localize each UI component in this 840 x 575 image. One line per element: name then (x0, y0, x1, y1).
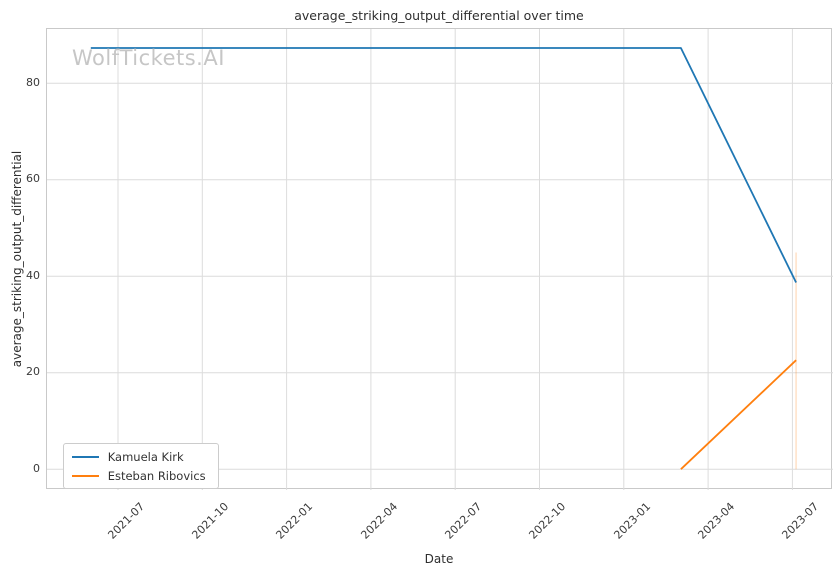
x-tick-label: 2021-10 (189, 500, 232, 542)
y-tick-label: 0 (33, 461, 40, 475)
plot-area: Kamuela Kirk Esteban Ribovics (45, 28, 833, 491)
series-line-kamuela-kirk (90, 47, 797, 284)
x-tick-label: 2022-01 (273, 500, 316, 542)
legend-label: Esteban Ribovics (107, 468, 206, 483)
y-tick-label: 80 (26, 75, 40, 89)
x-tick-label: 2023-04 (695, 500, 738, 542)
series-line-esteban-ribovics (679, 359, 797, 471)
legend-entry: Esteban Ribovics (71, 468, 206, 483)
chart-title: average_striking_output_differential ove… (294, 8, 584, 23)
legend-line-swatch (71, 474, 99, 477)
y-tick-label: 60 (26, 172, 40, 185)
legend-entry: Kamuela Kirk (71, 449, 206, 464)
legend-label: Kamuela Kirk (107, 449, 184, 464)
x-axis-label: Date (424, 552, 454, 566)
x-tick-label: 2022-07 (442, 500, 485, 542)
plot-canvas (46, 29, 833, 491)
y-tick-label: 40 (26, 268, 40, 282)
x-tick-label: 2023-07 (779, 500, 822, 542)
x-tick-label: 2021-07 (105, 500, 147, 542)
legend-line-swatch (71, 455, 99, 458)
x-tick-label: 2022-04 (358, 500, 400, 542)
x-tick-label: 2023-01 (610, 500, 653, 542)
watermark-text: WolfTickets.AI (72, 46, 225, 70)
y-tick-label: 20 (26, 365, 40, 378)
legend-box: Kamuela Kirk Esteban Ribovics (62, 443, 219, 490)
x-tick-label: 2022-10 (526, 500, 569, 542)
